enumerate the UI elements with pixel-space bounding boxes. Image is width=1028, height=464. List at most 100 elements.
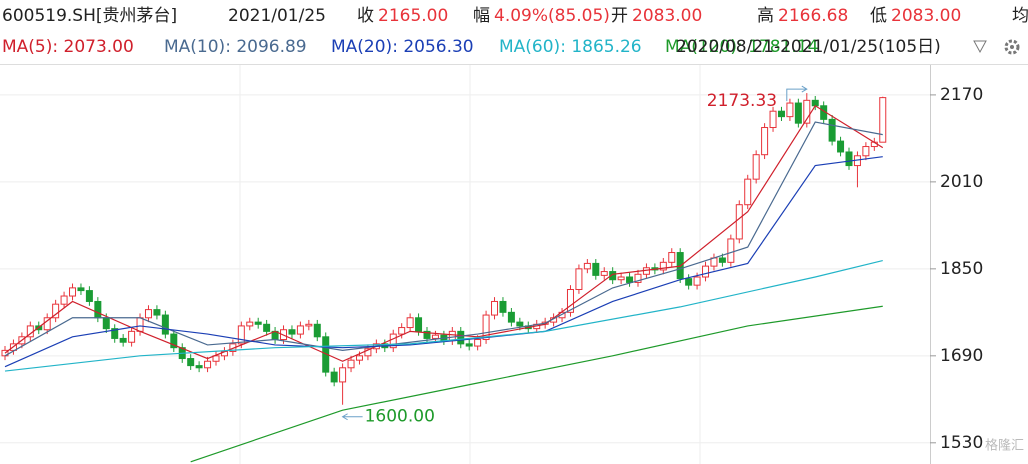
candle-body xyxy=(668,252,676,263)
ma-line xyxy=(4,156,883,368)
quote-value: 2083.00 xyxy=(632,6,702,26)
candle-body xyxy=(212,355,220,362)
candle-body xyxy=(144,309,152,319)
candle-body xyxy=(465,343,473,347)
ma-line xyxy=(4,121,883,357)
candle-body xyxy=(482,314,490,341)
quote-label: 高 xyxy=(757,6,774,26)
candle-body xyxy=(263,323,271,332)
candle-body xyxy=(389,333,397,349)
candle-body xyxy=(634,273,642,283)
candle-body xyxy=(195,365,203,369)
candle-body xyxy=(777,110,785,118)
candle-body xyxy=(566,289,574,313)
legend: MA(5): 2073.00 MA(10): 2096.89 MA(20): 205… xyxy=(2,37,818,57)
candle-body xyxy=(794,102,802,124)
candle-body xyxy=(491,300,499,316)
settings-icon[interactable] xyxy=(1004,39,1020,55)
candle-body xyxy=(204,360,212,369)
candle-body xyxy=(187,358,195,367)
candle-body xyxy=(735,204,743,240)
candle-body xyxy=(499,300,507,313)
candle-body xyxy=(339,367,347,383)
candle-body xyxy=(406,317,414,329)
candle-body xyxy=(364,348,372,357)
candle-body xyxy=(153,309,161,316)
candle-body xyxy=(431,334,439,339)
candle-body xyxy=(575,268,583,291)
y-tick-label: 1850 xyxy=(940,259,983,279)
candle-body xyxy=(583,262,591,270)
candle-body xyxy=(85,290,93,302)
annotation-arrow xyxy=(341,413,363,421)
candle-body xyxy=(752,154,760,180)
candle-body xyxy=(811,99,819,107)
candle-body xyxy=(398,327,406,335)
candle-body xyxy=(702,265,710,278)
candle-body xyxy=(423,330,431,339)
candle-body xyxy=(457,330,465,345)
legend-entry: MA(60): 1865.26 xyxy=(499,37,642,57)
range-label[interactable]: 2020/08/21-2021/01/25(105日) xyxy=(676,37,941,57)
date: 2021/01/25 xyxy=(228,6,326,26)
ma-line xyxy=(190,305,883,463)
y-tick-label: 2170 xyxy=(940,85,983,105)
candle-body xyxy=(237,325,245,345)
y-tick-label: 1690 xyxy=(940,346,983,366)
candle-body xyxy=(170,333,178,349)
candle-body xyxy=(102,317,110,330)
quote-value: 2083.00 xyxy=(891,6,961,26)
candle-body xyxy=(128,330,136,343)
candle-body xyxy=(355,355,363,361)
candle-body xyxy=(347,359,355,369)
candle-body xyxy=(659,261,667,271)
candle-body xyxy=(761,127,769,156)
candle-body xyxy=(415,317,423,332)
candle-body xyxy=(693,276,701,286)
annotation-arrow xyxy=(786,85,808,102)
ma-line xyxy=(4,104,884,362)
candle-body xyxy=(52,303,60,319)
quote-value: 2166.68 xyxy=(778,6,848,26)
watermark: 格隆汇 xyxy=(985,438,1024,454)
candle-body xyxy=(617,276,625,281)
candle-body xyxy=(330,371,338,383)
quote-label: 开 xyxy=(611,6,628,26)
candle-body xyxy=(879,97,887,143)
candle-body xyxy=(60,295,68,305)
candle-body xyxy=(685,278,693,286)
candle-body xyxy=(288,329,296,335)
candle-body xyxy=(845,151,853,167)
candle-body xyxy=(254,321,262,325)
quote-value: 2165.00 xyxy=(378,6,448,26)
candle-body xyxy=(786,102,794,118)
y-tick-label: 2010 xyxy=(940,172,983,192)
quote-value: 4.09%(85.05) xyxy=(494,6,610,26)
annotation: 2173.33 xyxy=(707,91,777,111)
candle-body xyxy=(246,321,254,327)
ma-line xyxy=(4,259,883,372)
candle-body xyxy=(161,314,169,335)
legend-entry: MA(10): 2096.89 xyxy=(164,37,307,57)
legend-entry: MA(5): 2073.00 xyxy=(2,37,134,57)
y-tick-label: 1530 xyxy=(940,433,983,453)
candle-body xyxy=(305,323,313,327)
candle-body xyxy=(718,257,726,263)
quote-label: 均 xyxy=(1012,6,1028,26)
candle-body xyxy=(516,321,524,327)
candle-body xyxy=(111,328,119,339)
candle-body xyxy=(296,325,304,335)
candle-body xyxy=(769,110,777,129)
candle-body xyxy=(136,317,144,332)
quote-label: 收 xyxy=(357,6,374,26)
candle-body xyxy=(474,339,482,347)
candle-body xyxy=(837,140,845,153)
dropdown-icon[interactable] xyxy=(973,40,987,54)
candle-body xyxy=(626,276,634,283)
candle-body xyxy=(828,118,836,142)
quote-label: 幅 xyxy=(473,6,490,26)
annotation: 1600.00 xyxy=(365,407,435,427)
candle-body xyxy=(862,146,870,157)
legend-entry: MA(120): 1781.14 xyxy=(665,37,818,57)
